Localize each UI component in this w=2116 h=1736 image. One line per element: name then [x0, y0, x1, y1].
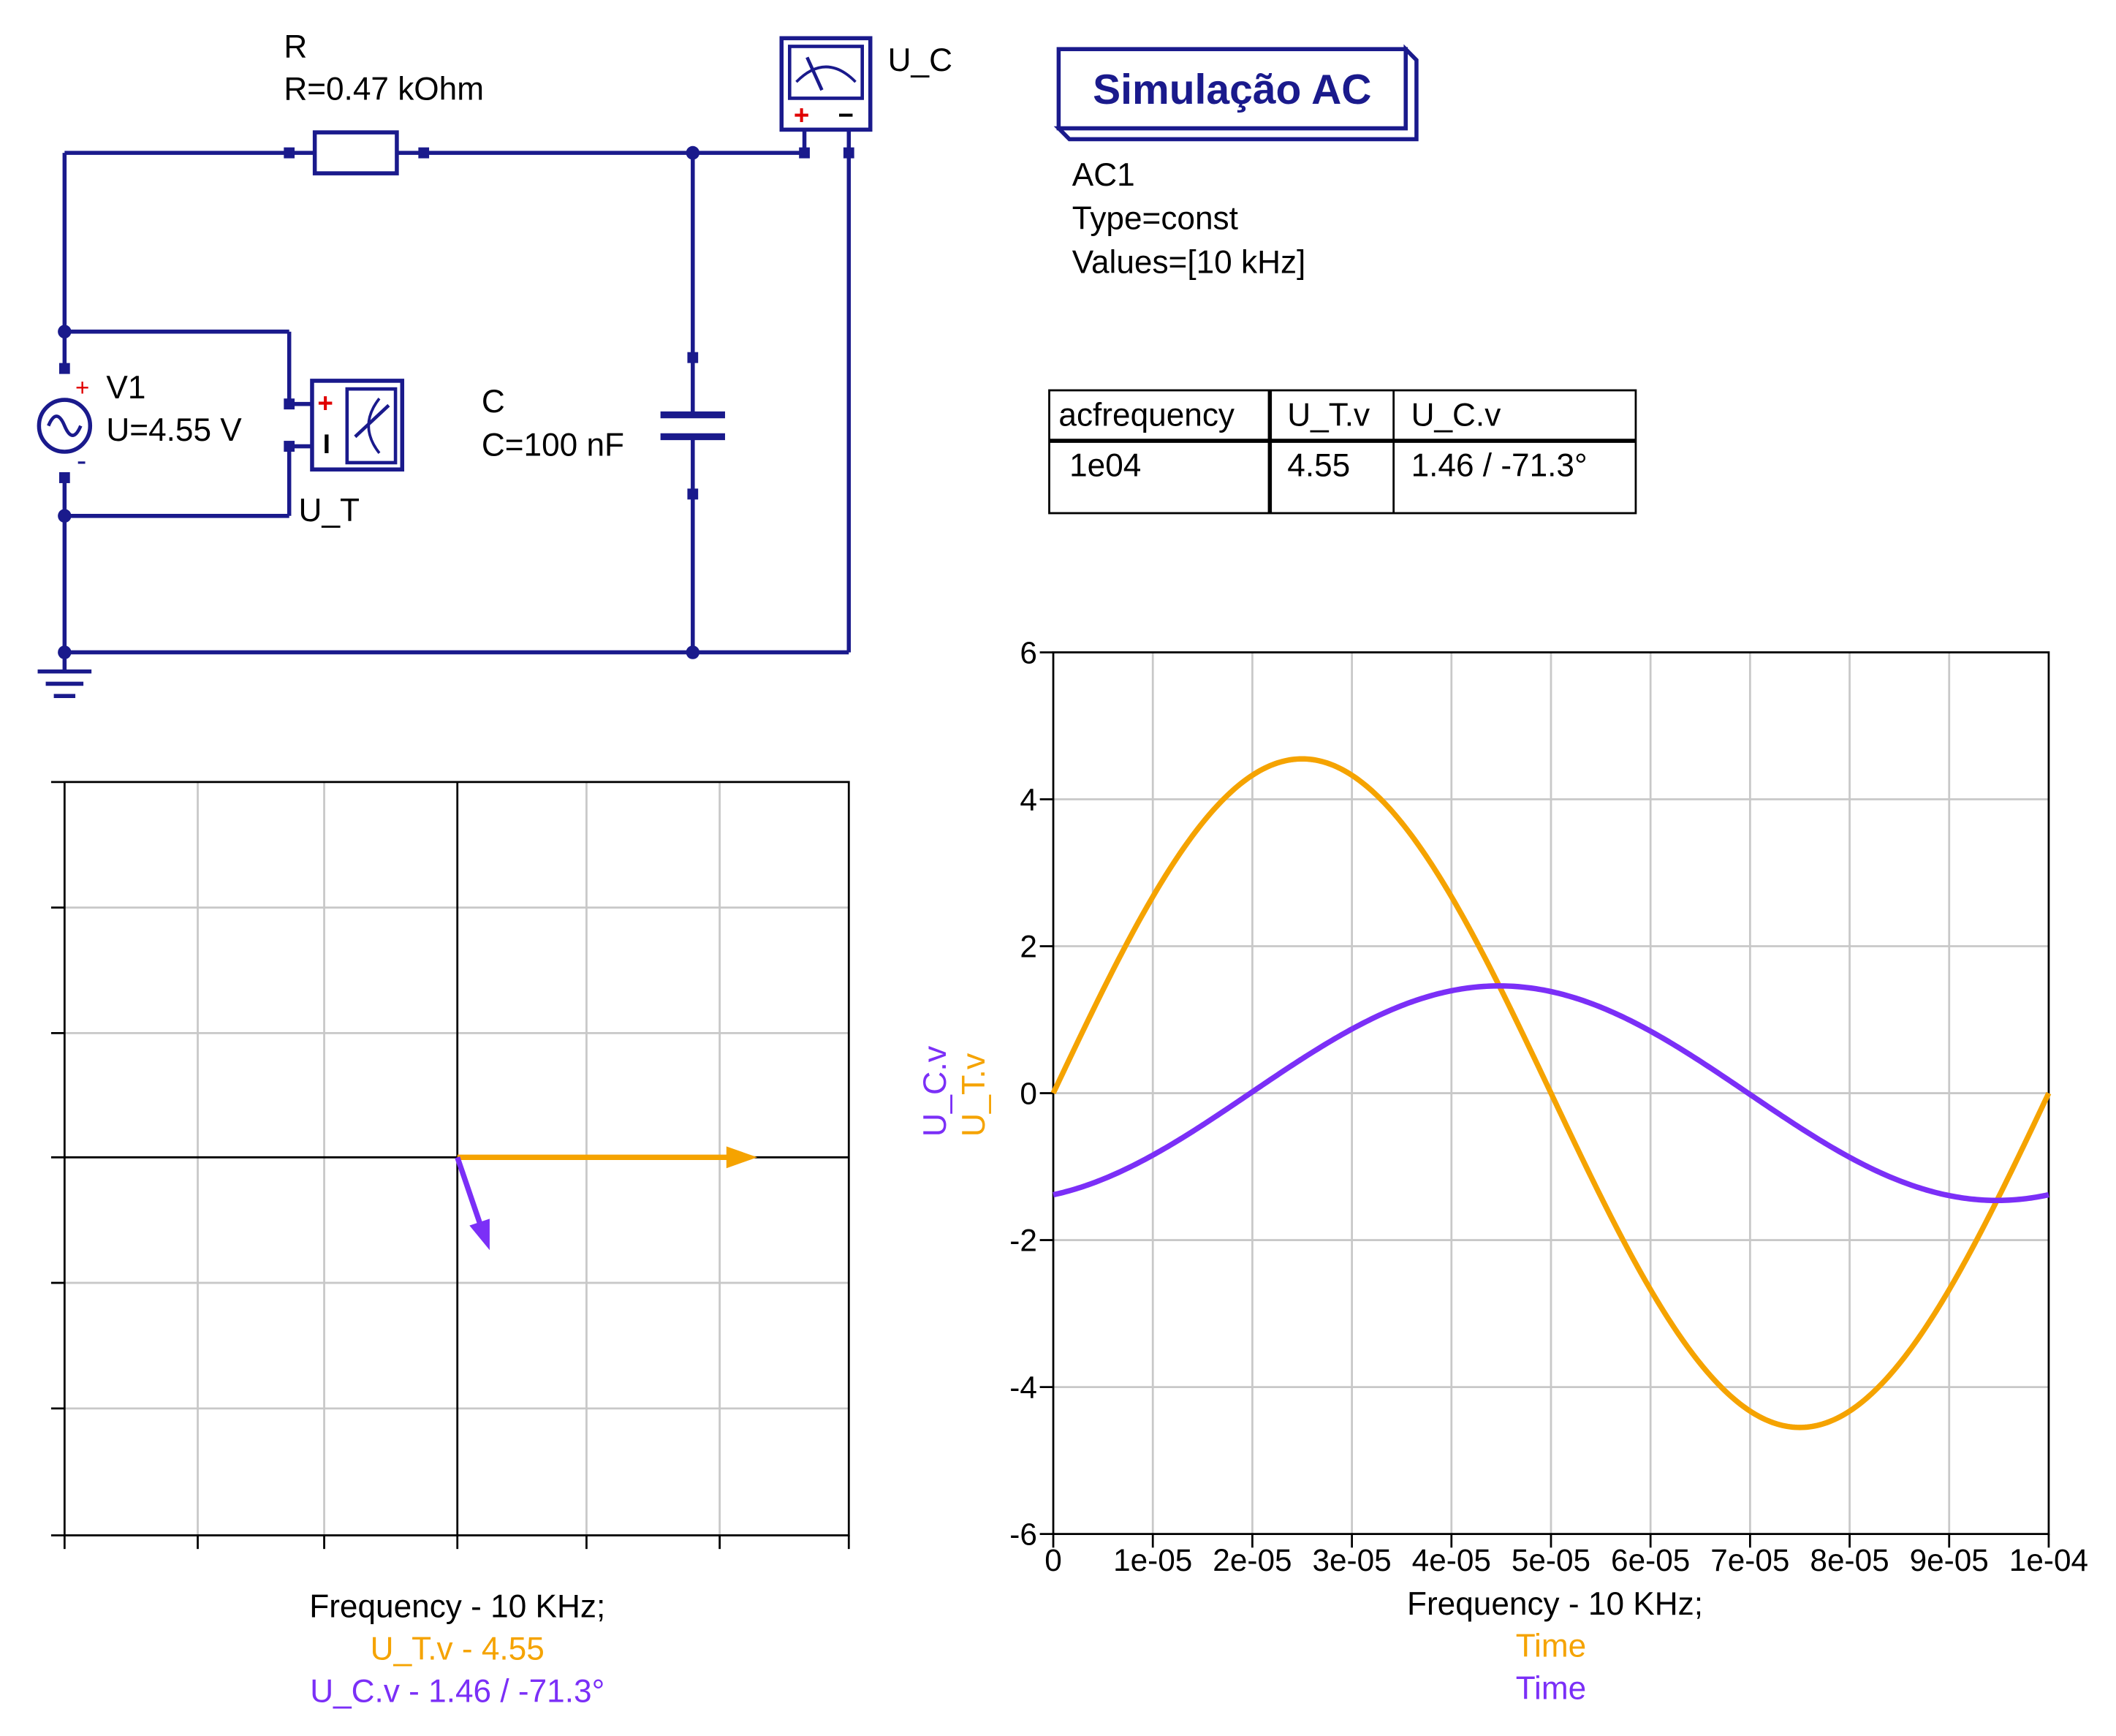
time-chart[interactable]: 0 1e-05 2e-05 3e-05 4e-05 5e-05 6e-05 7e-05 8e-0… [917, 635, 2088, 1706]
probe-ut[interactable]: + I U_T [289, 379, 405, 528]
x-tick-label: 7e-05 [1710, 1543, 1789, 1578]
x-tick-label: 9e-05 [1910, 1543, 1989, 1578]
ports [58, 147, 854, 500]
x-axis-label-uc: Time [1516, 1670, 1587, 1706]
phasor-caption: Frequency - 10 KHz; [309, 1588, 605, 1624]
y-tick-label: -6 [1009, 1517, 1037, 1552]
junction-dot [686, 145, 700, 160]
x-tick-label: 5e-05 [1512, 1543, 1590, 1578]
series-line-u-c-v [1053, 983, 2049, 1204]
port-marker [687, 352, 699, 363]
source-value: U=4.55 V [106, 412, 242, 448]
resistor-name: R [284, 29, 307, 64]
ground-icon [37, 652, 92, 699]
table-header: U_C.v [1411, 397, 1501, 433]
phasor-uc-arrowhead [469, 1218, 490, 1251]
junction-dot [686, 645, 700, 659]
table-cell: 4.55 [1287, 447, 1350, 483]
simulation-type: Type=const [1072, 200, 1239, 236]
y-tick-label: 4 [1020, 782, 1037, 817]
probe-ut-name: U_T [299, 493, 360, 528]
results-table[interactable]: acfrequency U_T.v U_C.v 1e04 4.55 1.46 /… [1048, 389, 1637, 515]
junction-dot [58, 325, 72, 339]
x-tick-label: 0 [1044, 1543, 1062, 1578]
y-tick-label: -4 [1009, 1370, 1037, 1405]
phasor-ut-arrowhead [726, 1146, 758, 1169]
table-cell: 1.46 / -71.3° [1411, 447, 1588, 483]
port-marker [799, 147, 810, 159]
chart-ticks: 0 1e-05 2e-05 3e-05 4e-05 5e-05 6e-05 7e-05 8e-0… [1009, 635, 2088, 1578]
meter-scale-icon [795, 65, 857, 83]
table-border [1048, 389, 1637, 515]
y-tick-label: 6 [1020, 635, 1037, 670]
probe-uc-plus: + [794, 99, 809, 130]
port-marker [843, 147, 854, 159]
phasor-diagram[interactable]: Frequency - 10 KHz; U_T.v - 4.55 U_C.v -… [50, 781, 850, 1709]
meter-face [788, 45, 864, 100]
ac-source-v1[interactable]: + - V1 U=4.55 V [37, 370, 242, 477]
meter-face [345, 387, 398, 465]
probe-uc-name: U_C [888, 42, 952, 78]
source-plus: + [75, 374, 89, 401]
probe-ut-plus: + [317, 387, 333, 418]
capacitor-value: C=100 nF [482, 427, 624, 463]
meter-needle-icon [805, 56, 824, 91]
table-header: acfrequency [1058, 397, 1235, 433]
y-axis-label-ut: U_T.v [956, 1053, 992, 1137]
simulation-title: Simulação AC [1093, 67, 1371, 113]
meter-needle-icon [354, 403, 390, 439]
x-tick-label: 8e-05 [1810, 1543, 1889, 1578]
x-tick-label: 1e-04 [2009, 1543, 2088, 1578]
x-axis-caption: Frequency - 10 KHz; [1407, 1585, 1703, 1621]
phasor-uc[interactable] [455, 1156, 490, 1251]
chart-series [1050, 756, 2052, 1430]
probe-uc[interactable]: + − U_C [779, 36, 952, 132]
table-header: U_T.v [1287, 397, 1370, 433]
port-marker [58, 472, 70, 483]
simulation-name: AC1 [1072, 157, 1135, 193]
circuit [62, 129, 852, 655]
x-tick-label: 4e-05 [1412, 1543, 1491, 1578]
phasor-uc-arrow [455, 1156, 485, 1229]
table-cell: 1e04 [1069, 447, 1141, 483]
simulation-title-box [1056, 47, 1408, 131]
x-tick-label: 6e-05 [1611, 1543, 1690, 1578]
phasor-ut-label: U_T.v - 4.55 [371, 1631, 545, 1667]
junction-dot [58, 509, 72, 523]
y-axis-label-uc: U_C.v [917, 1045, 953, 1137]
sine-wave-icon [47, 414, 83, 437]
simulation-block[interactable]: Simulação AC AC1 Type=const Values=[10 k… [1053, 44, 1419, 280]
y-tick-label: 2 [1020, 929, 1037, 964]
port-marker [58, 363, 70, 374]
x-tick-label: 2e-05 [1213, 1543, 1292, 1578]
source-name: V1 [106, 370, 145, 406]
capacitor-name: C [482, 384, 505, 420]
source-minus: - [77, 444, 86, 477]
x-axis-label-ut: Time [1516, 1628, 1587, 1664]
x-tick-label: 3e-05 [1312, 1543, 1391, 1578]
simulation-values: Values=[10 kHz] [1072, 244, 1306, 280]
resistor-value: R=0.47 kOhm [284, 71, 484, 107]
capacitor-c[interactable]: C C=100 nF [482, 357, 725, 494]
probe-uc-minus: − [838, 99, 854, 130]
y-axis-labels: U_C.v U_T.v [917, 1045, 992, 1137]
phasor-ut[interactable] [457, 1146, 758, 1169]
phasor-uc-label: U_C.v - 1.46 / -71.3° [310, 1673, 604, 1709]
series-line-u-t-v [1050, 756, 2052, 1430]
probe-ut-minus: I [323, 428, 330, 459]
resistor-icon [312, 130, 399, 175]
y-tick-label: 0 [1020, 1076, 1037, 1111]
y-tick-label: -2 [1009, 1223, 1037, 1258]
x-tick-label: 1e-05 [1113, 1543, 1192, 1578]
resistor-r[interactable]: R R=0.47 kOhm [284, 29, 484, 175]
